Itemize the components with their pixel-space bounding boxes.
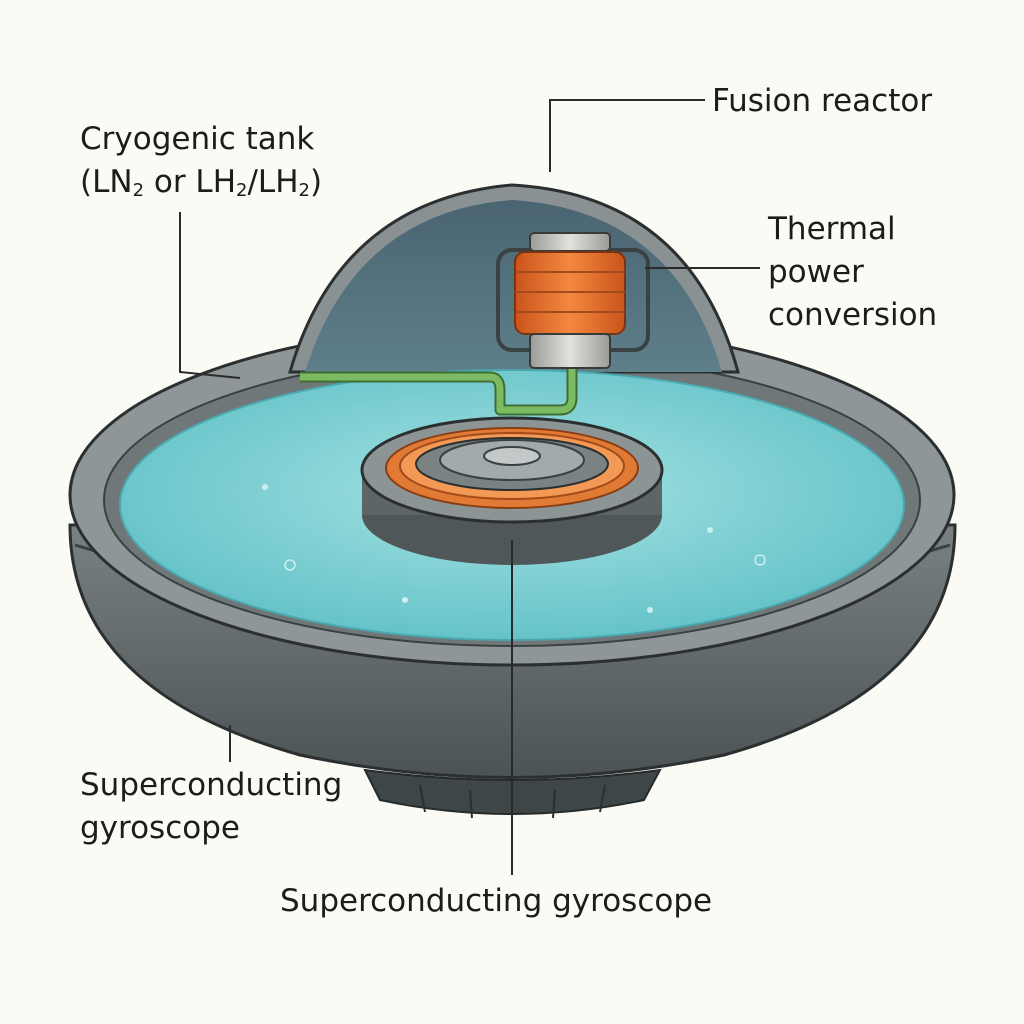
- gyroscope-assembly: [360, 416, 664, 565]
- cryogenic-tank-label: Cryogenic tank (LN2 or LH2/LH2): [80, 118, 322, 212]
- formula-part: /LH: [247, 164, 299, 200]
- fusion-reactor-label: Fusion reactor: [712, 83, 933, 119]
- formula-subscript: 2: [298, 180, 310, 201]
- thermal-line-2: power: [768, 254, 864, 290]
- leader-lines: [179, 99, 760, 875]
- formula-part: (LN: [80, 164, 133, 200]
- leader-cryogenic-tank: [179, 212, 241, 379]
- gyroscope-left-line-2: gyroscope: [80, 810, 240, 846]
- thermal-line-1: Thermal: [768, 211, 896, 247]
- formula-subscript: 2: [236, 180, 248, 201]
- gyroscope-left-line-1: Superconducting: [80, 767, 343, 803]
- coolant-pipe: [300, 360, 578, 416]
- cryogenic-tank-formula: (LN2 or LH2/LH2): [80, 161, 322, 212]
- leader-fusion-reactor: [549, 99, 705, 172]
- formula-subscript: 2: [132, 180, 145, 201]
- cryogenic-tank-title: Cryogenic tank: [80, 121, 315, 157]
- gyroscope-bottom-label: Superconducting gyroscope: [280, 883, 713, 919]
- formula-part: or LH: [144, 164, 237, 200]
- thermal-line-3: conversion: [768, 297, 938, 333]
- fusion-reactor-unit: [496, 232, 650, 369]
- thermal-power-conversion-label: Thermal power conversion: [768, 208, 937, 337]
- formula-part: ): [309, 164, 323, 200]
- gyroscope-left-label: Superconducting gyroscope: [80, 764, 342, 850]
